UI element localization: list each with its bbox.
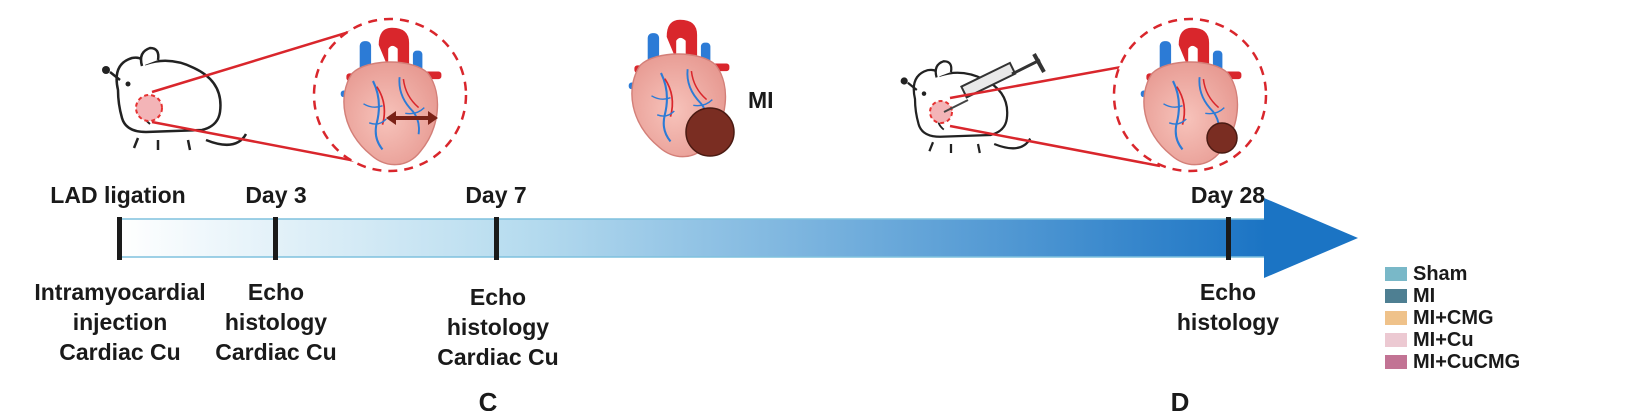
milestone-top-label: LAD ligation — [50, 182, 185, 208]
milestone-bottom-line: histology — [225, 309, 327, 335]
infarct-icon — [1206, 122, 1238, 154]
legend-swatch — [1385, 289, 1407, 303]
milestone-bottom-line: Intramyocardial — [34, 279, 205, 305]
milestone-bottom-line: Cardiac Cu — [215, 339, 336, 365]
legend-label: MI+CMG — [1413, 307, 1494, 329]
legend-item: MI — [1385, 285, 1520, 307]
infarct-icon — [685, 107, 735, 157]
legend: Sham MI MI+CMG MI+Cu MI+CuCMG — [1385, 263, 1520, 373]
timeline-arrow — [118, 198, 1358, 278]
milestone-bottom-line: histology — [1177, 309, 1279, 335]
legend-swatch — [1385, 355, 1407, 369]
legend-label: MI+CuCMG — [1413, 351, 1521, 373]
chest-circle-icon — [135, 94, 163, 122]
milestone-top-label: Day 7 — [465, 182, 526, 208]
chest-circle-icon — [929, 100, 953, 124]
syringe-icon — [943, 53, 1046, 113]
milestone-bottom-line: Echo — [1200, 279, 1256, 305]
milestone-tick — [1226, 217, 1231, 260]
milestone-top-label: Day 28 — [1191, 182, 1265, 208]
legend-swatch — [1385, 311, 1407, 325]
zoom-line-bottom — [151, 120, 383, 168]
milestone-bottom-line: histology — [447, 314, 549, 340]
legend-label: MI — [1413, 285, 1436, 307]
legend-item: MI+Cu — [1385, 329, 1520, 351]
zoom-line-bottom — [949, 124, 1161, 168]
milestone-bottom-line: Echo — [470, 284, 526, 310]
legend-label: MI+Cu — [1413, 329, 1474, 351]
milestone-bottom-line: injection — [73, 309, 168, 335]
milestone-bottom-line: Cardiac Cu — [59, 339, 180, 365]
mi-label: MI — [748, 87, 774, 113]
legend-label: Sham — [1413, 263, 1468, 285]
milestone-tick — [494, 217, 499, 260]
milestone-bottom-line: Echo — [248, 279, 304, 305]
milestone-tick — [273, 217, 278, 260]
milestone-top-label: Day 3 — [245, 182, 306, 208]
milestone-bottom-line: Cardiac Cu — [437, 344, 558, 370]
legend-swatch — [1385, 333, 1407, 347]
legend-swatch — [1385, 267, 1407, 281]
double-arrow-icon — [386, 111, 438, 125]
panel-label: C — [479, 387, 498, 411]
legend-item: MI+CuCMG — [1385, 351, 1520, 373]
panel-label: D — [1171, 387, 1190, 411]
legend-item: Sham — [1385, 263, 1520, 285]
legend-item: MI+CMG — [1385, 307, 1520, 329]
milestone-tick — [117, 217, 122, 260]
